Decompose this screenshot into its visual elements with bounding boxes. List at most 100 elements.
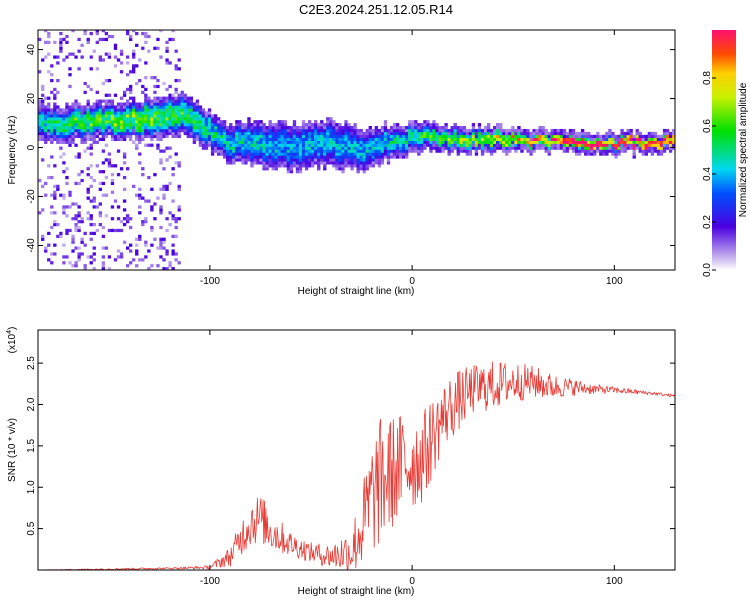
- spectrogram-cell: [489, 152, 494, 156]
- spectrogram-cell: [150, 128, 154, 133]
- spectrogram-cell: [147, 34, 151, 39]
- spectrogram-cell: [107, 78, 112, 83]
- spectrogram-cell: [268, 155, 272, 159]
- spectrogram-cell: [95, 140, 99, 144]
- spectrogram-cell: [395, 123, 400, 127]
- spectrogram-cell: [59, 117, 63, 121]
- spectrogram-cell: [235, 123, 239, 127]
- spectrogram-cell: [538, 137, 542, 141]
- spectrogram-cell: [417, 131, 421, 136]
- spectrogram-cell: [226, 152, 230, 156]
- spectrogram-cell: [119, 137, 124, 141]
- spectrogram-cell: [77, 246, 81, 250]
- spectrogram-cell: [144, 34, 148, 39]
- spectrogram-cell: [92, 199, 96, 203]
- spectrogram-cell: [435, 143, 439, 147]
- spectrogram-cell: [307, 143, 312, 147]
- spectrogram-cell: [356, 140, 360, 144]
- spectrogram-cell: [453, 123, 457, 127]
- spectrogram-cell: [192, 140, 197, 144]
- spectrogram-cell: [144, 105, 148, 109]
- spectrogram-cell: [129, 249, 133, 253]
- spectrogram-cell: [156, 37, 160, 42]
- spectrogram-cell: [229, 158, 233, 162]
- spectrogram-cell: [429, 146, 433, 150]
- spectrogram-cell: [47, 231, 51, 236]
- spectrogram-cell: [180, 108, 184, 112]
- spectrogram-cell: [329, 146, 333, 150]
- spectrogram-cell: [238, 128, 242, 133]
- spectrogram-cell: [65, 137, 69, 141]
- spectrogram-cell: [301, 155, 306, 159]
- spectrogram-cell: [101, 264, 106, 268]
- spectrogram-cell: [562, 128, 567, 133]
- spectrogram-cell: [338, 161, 342, 165]
- spectrogram-cell: [641, 137, 645, 141]
- spectrogram-cell: [141, 105, 145, 109]
- spectrogram-cell: [192, 120, 197, 124]
- spectrogram-cell: [226, 158, 230, 162]
- spectrogram-cell: [44, 120, 48, 124]
- spectrogram-cell: [353, 123, 357, 127]
- spectrogram-cell: [662, 140, 667, 144]
- spectrogram-cell: [529, 137, 533, 141]
- spectrogram-cell: [50, 205, 54, 209]
- spectrogram-cell: [571, 140, 576, 144]
- spectrogram-cell: [644, 137, 648, 141]
- spectrogram-cell: [216, 140, 221, 144]
- spectrogram-cell: [156, 131, 160, 136]
- spectrogram-cell: [480, 137, 485, 141]
- spectrogram-cell: [210, 114, 215, 118]
- spectrogram-cell: [210, 131, 215, 136]
- spectrogram-cell: [107, 164, 112, 168]
- spectrogram-cell: [104, 214, 109, 218]
- spectrogram-cell: [138, 105, 142, 109]
- spectrogram-cell: [408, 149, 412, 153]
- spectrogram-cell: [138, 102, 142, 106]
- spectrogram-cell: [65, 40, 69, 45]
- spectrogram-cell: [547, 131, 551, 136]
- spectrogram-cell: [268, 123, 272, 127]
- spectrogram-cell: [259, 140, 263, 144]
- spectrogram-cell: [483, 146, 488, 150]
- spectrogram-cell: [274, 155, 278, 159]
- spectrogram-cell: [353, 161, 357, 165]
- spectrogram-cell: [356, 161, 360, 165]
- spectrogram-cell: [141, 111, 145, 115]
- spectrogram-cell: [502, 134, 506, 139]
- spectrogram-cell: [247, 128, 251, 133]
- spectrogram-cell: [186, 114, 190, 118]
- spectrogram-cell: [605, 152, 609, 156]
- spectrogram-cell: [50, 111, 54, 115]
- spectrogram-cell: [426, 128, 430, 133]
- spectrogram-cell: [122, 137, 127, 141]
- spectrogram-cell: [38, 99, 42, 103]
- spectrogram-cell: [189, 102, 193, 106]
- spectrogram-cell: [59, 134, 63, 139]
- spectrogram-cell: [411, 146, 415, 150]
- spectrogram-cell: [326, 117, 330, 121]
- spectrogram-cell: [171, 131, 175, 136]
- spectrogram-cell: [147, 249, 151, 253]
- spectrogram-cell: [450, 131, 454, 136]
- spectrogram-cell: [274, 152, 278, 156]
- spectrogram-cell: [71, 264, 75, 268]
- spectrogram-cell: [104, 120, 109, 124]
- spectrogram-cell: [183, 96, 187, 100]
- spectrogram-cell: [532, 134, 536, 139]
- spectrogram-cell: [462, 137, 466, 141]
- spectrogram-cell: [107, 52, 112, 56]
- spectrogram-cell: [423, 134, 427, 139]
- spectrogram-cell: [71, 249, 75, 253]
- spectrogram-cell: [350, 140, 354, 144]
- spectrogram-cell: [271, 158, 275, 162]
- spectrogram-cell: [113, 105, 118, 109]
- spectrogram-cell: [95, 31, 99, 36]
- spectrogram-cell: [386, 152, 391, 156]
- spectrogram-cell: [338, 164, 342, 168]
- spectrogram-cell: [523, 137, 527, 141]
- spectrogram-cell: [402, 137, 406, 141]
- spectrogram-cell: [347, 131, 351, 136]
- spectrogram-cell: [92, 246, 96, 250]
- spectrogram-cell: [147, 111, 151, 115]
